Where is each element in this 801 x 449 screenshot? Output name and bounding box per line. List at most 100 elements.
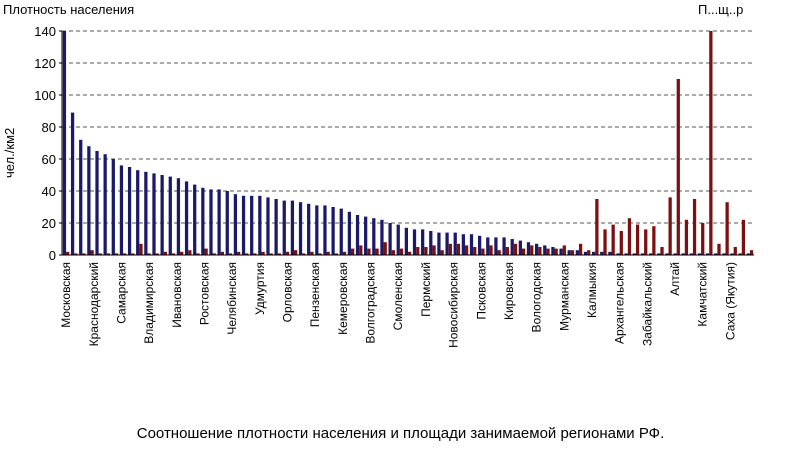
density-bar [331, 207, 335, 255]
density-bar [95, 151, 99, 255]
density-bar [648, 253, 653, 255]
density-bar [282, 200, 286, 255]
area-bar [220, 251, 225, 255]
area-bar [155, 253, 159, 255]
density-bar [681, 253, 685, 255]
chart-caption: Соотношение плотности населения и площад… [136, 425, 665, 442]
density-bar [372, 218, 376, 255]
area-bar [611, 224, 615, 255]
density-bar [396, 224, 400, 255]
density-bar [705, 253, 710, 255]
density-bar [429, 231, 433, 255]
area-bar [652, 226, 656, 255]
density-bar [184, 181, 189, 255]
area-bar [725, 202, 729, 255]
x-category-label: Орловская [281, 262, 295, 322]
area-bar [440, 250, 444, 255]
area-bar [562, 245, 566, 255]
area-bar [326, 251, 330, 255]
x-category-label: Архангельская [613, 262, 627, 344]
density-bar [640, 253, 645, 255]
area-bar [139, 243, 143, 255]
density-bar [657, 253, 661, 255]
x-category-label: Забайкальский [640, 262, 654, 346]
density-bar [217, 189, 221, 255]
density-bar [559, 248, 563, 255]
density-bar [347, 211, 352, 255]
density-bar [714, 253, 718, 255]
grid-lines [62, 30, 754, 224]
y-tick-label: 80 [42, 120, 56, 135]
density-bar [258, 195, 262, 255]
area-bar [538, 247, 542, 255]
x-category-label: Владимирская [142, 262, 156, 344]
area-bar [489, 245, 493, 255]
area-bar [342, 251, 347, 255]
y-tick-label: 20 [42, 216, 56, 231]
area-bar [741, 219, 746, 255]
density-bar [453, 232, 457, 255]
density-bar [70, 112, 75, 255]
density-bar [722, 253, 726, 255]
area-bar [310, 251, 314, 255]
area-bar [619, 231, 623, 255]
density-bar [250, 195, 254, 255]
area-bar [131, 253, 135, 255]
density-bar [79, 139, 83, 255]
x-category-label: Калмыкия [585, 262, 599, 318]
density-bar [152, 173, 156, 255]
axes [61, 31, 754, 256]
y-tick-label: 100 [34, 88, 56, 103]
y-tick-label: 0 [49, 248, 56, 263]
x-category-label: Волгоградская [364, 262, 378, 344]
area-bar [66, 251, 70, 255]
area-bar [692, 199, 697, 255]
density-bar [738, 253, 742, 255]
x-category-label: Мурманская [557, 262, 571, 331]
area-bar [383, 242, 387, 255]
area-bar [318, 253, 322, 255]
area-bar [668, 197, 672, 255]
density-bar [616, 253, 620, 255]
density-bar [445, 232, 449, 255]
density-bar [746, 253, 750, 255]
area-bar [204, 248, 208, 255]
area-bar [530, 245, 534, 255]
density-bar [518, 240, 522, 255]
area-bar [627, 218, 632, 255]
area-bar [635, 224, 640, 255]
area-bar [464, 245, 469, 255]
x-category-label: Псковская [474, 262, 488, 320]
density-bar [168, 176, 172, 255]
area-bar [98, 253, 102, 255]
density-bar [298, 202, 303, 255]
density-bar [315, 205, 319, 255]
area-bar [277, 253, 281, 255]
area-bar [676, 79, 680, 255]
x-category-labels: Московская Краснодарский Самарская Владимир… [59, 262, 737, 348]
x-category-label: Новосибирская [447, 262, 461, 348]
density-bar [323, 205, 327, 255]
chart-title: Плотность населения [3, 2, 134, 17]
area-bar [570, 250, 575, 255]
area-bar [171, 253, 176, 255]
x-category-label: Пермский [419, 262, 433, 317]
area-bar [391, 250, 395, 255]
density-bar [421, 229, 425, 255]
bars [62, 31, 754, 255]
density-bar [583, 251, 588, 255]
x-category-label: Ивановская [170, 262, 184, 328]
density-bar [209, 189, 213, 255]
density-bar [144, 171, 148, 255]
density-bar [526, 242, 531, 255]
density-bar [193, 184, 197, 255]
density-bar [380, 219, 384, 255]
area-bar [644, 229, 648, 255]
area-bar [106, 253, 111, 255]
area-bar [701, 223, 705, 255]
area-bar [660, 247, 664, 255]
density-bar [486, 237, 490, 255]
density-bar [364, 216, 368, 255]
area-bar [163, 251, 168, 255]
